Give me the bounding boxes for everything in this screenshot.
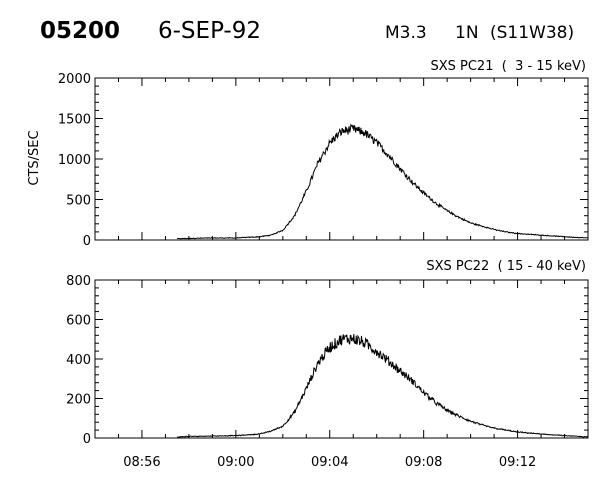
flare-importance: 1N (455, 23, 479, 43)
flare-class: M3.3 (385, 23, 427, 43)
panel-pc22: SXS PC22 ( 15 - 40 keV) 0 200 400 600 800 08:… (66, 259, 589, 470)
y-axis-label: CTS/SEC (27, 130, 42, 185)
x-tick-label: 09:08 (405, 455, 442, 470)
y-tick-label: 0 (83, 432, 91, 447)
y-tick-label: 1500 (58, 113, 91, 128)
y-tick-label: 1000 (58, 153, 91, 168)
plot-frame (94, 279, 589, 439)
panel-title: SXS PC22 ( 15 - 40 keV) (426, 259, 586, 274)
y-tick-label: 400 (66, 353, 91, 368)
y-tick-label: 0 (83, 234, 91, 249)
x-tick-label: 09:04 (311, 455, 348, 470)
x-tick-label: 09:12 (499, 455, 536, 470)
y-tick-label: 600 (66, 314, 91, 329)
x-tick-label: 09:00 (217, 455, 254, 470)
event-id: 05200 (40, 18, 120, 44)
x-tick-label: 08:56 (123, 455, 160, 470)
y-tick-label: 2000 (58, 72, 91, 87)
series-line (176, 123, 589, 240)
series-line (177, 333, 589, 438)
flare-location: (S11W38) (490, 23, 574, 43)
panel-title: SXS PC21 ( 3 - 15 keV) (430, 59, 586, 74)
y-tick-label: 200 (66, 393, 91, 408)
panel-pc21: SXS PC21 ( 3 - 15 keV) CTS/SEC 0 500 1000 1… (27, 59, 589, 249)
event-date: 6-SEP-92 (158, 18, 261, 44)
plot-frame (94, 77, 589, 241)
y-tick-label: 800 (66, 274, 91, 289)
y-tick-label: 500 (66, 194, 91, 209)
